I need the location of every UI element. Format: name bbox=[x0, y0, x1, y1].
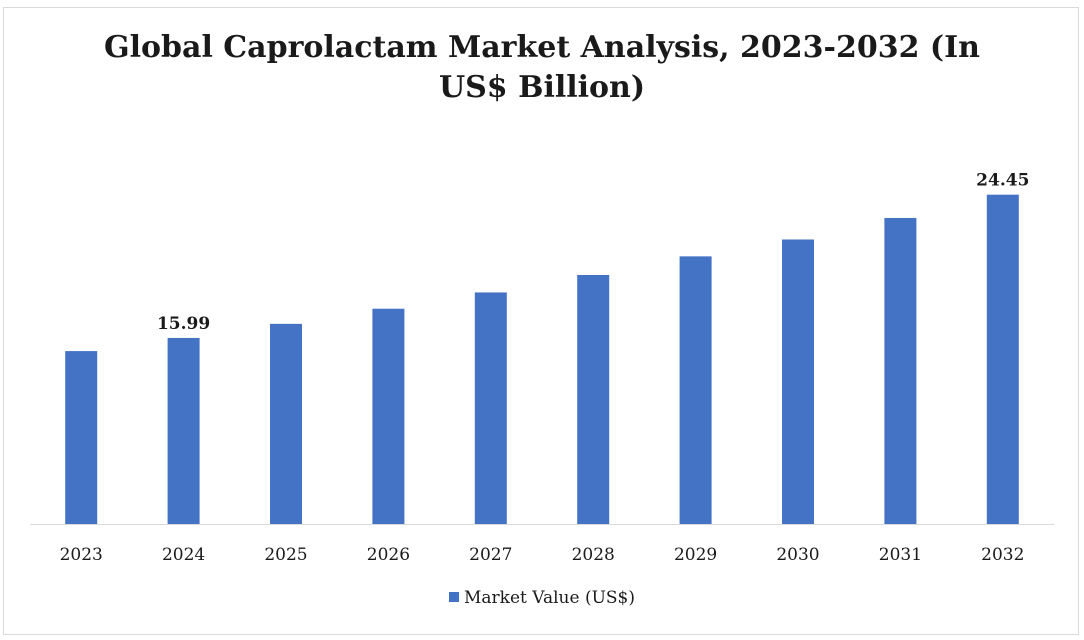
data-label-2024: 15.99 bbox=[157, 314, 210, 334]
bar-2026 bbox=[372, 308, 405, 524]
bar-2029 bbox=[679, 256, 712, 524]
bars-group bbox=[65, 194, 1019, 525]
bar-2032 bbox=[986, 194, 1019, 524]
bar-2024 bbox=[167, 337, 200, 524]
bar-2028 bbox=[577, 274, 610, 524]
bar-2030 bbox=[782, 239, 814, 524]
x-tick-label-2032: 2032 bbox=[981, 545, 1024, 565]
x-tick-label-2031: 2031 bbox=[879, 545, 922, 565]
data-labels: 15.99 24.45 bbox=[157, 171, 1029, 334]
legend-label: Market Value (US$) bbox=[463, 588, 636, 608]
x-tick-label-2025: 2025 bbox=[264, 545, 307, 565]
chart-title: Global Caprolactam Market Analysis, 2023… bbox=[104, 30, 980, 105]
bar-2025 bbox=[270, 323, 302, 524]
x-tick-labels: 2023 2024 2025 2026 2027 2028 2029 2030 2031 2032 bbox=[60, 545, 1025, 565]
data-label-2032: 24.45 bbox=[976, 171, 1029, 191]
x-tick-label-2027: 2027 bbox=[469, 545, 512, 565]
x-tick-label-2023: 2023 bbox=[60, 545, 103, 565]
bar-2031 bbox=[884, 217, 917, 525]
x-tick-label-2026: 2026 bbox=[367, 545, 410, 565]
legend-swatch bbox=[448, 592, 459, 602]
x-tick-label-2028: 2028 bbox=[572, 545, 615, 565]
x-tick-label-2029: 2029 bbox=[674, 545, 717, 565]
legend: Market Value (US$) bbox=[0, 588, 1084, 608]
x-tick-label-2030: 2030 bbox=[776, 545, 819, 565]
bar-2023 bbox=[65, 351, 98, 524]
bar-2027 bbox=[474, 292, 507, 524]
x-tick-label-2024: 2024 bbox=[162, 545, 205, 565]
